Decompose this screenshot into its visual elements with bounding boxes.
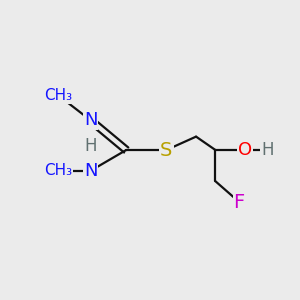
Text: S: S [160,140,172,160]
Text: O: O [238,141,252,159]
Text: H: H [261,141,274,159]
Text: F: F [233,193,245,211]
Text: H: H [84,136,97,154]
Text: N: N [84,111,97,129]
Text: CH₃: CH₃ [44,88,72,103]
Text: N: N [84,162,97,180]
Text: CH₃: CH₃ [44,163,72,178]
